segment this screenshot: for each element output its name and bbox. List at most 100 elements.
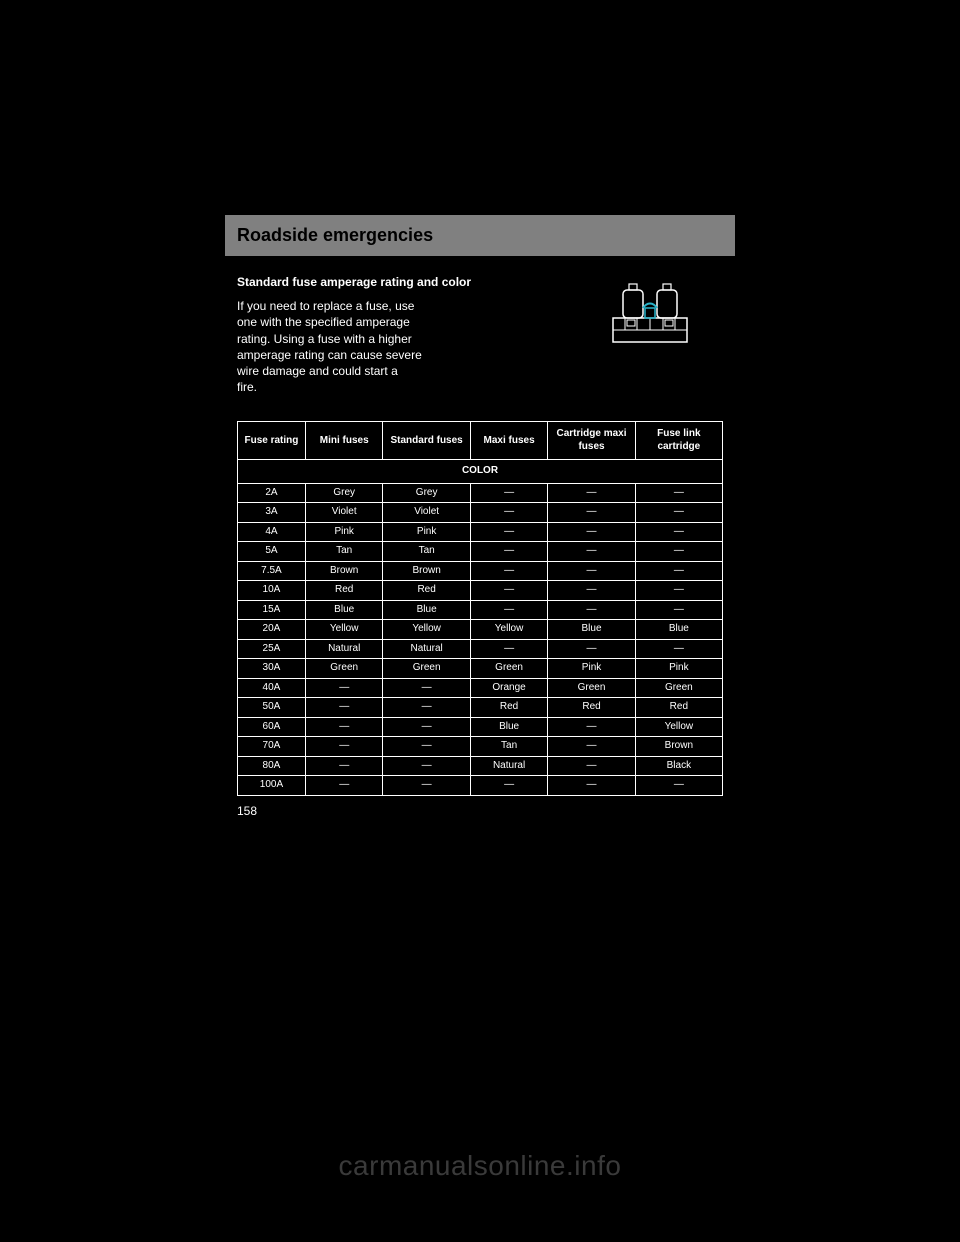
- table-cell: Blue: [305, 600, 383, 620]
- table-cell: —: [470, 600, 548, 620]
- col-header: Fuse link cartridge: [635, 422, 722, 460]
- table-cell: Blue: [548, 620, 635, 640]
- table-cell: Blue: [470, 717, 548, 737]
- table-cell: Pink: [305, 522, 383, 542]
- fuse-illustration: [605, 272, 695, 352]
- table-cell: 80A: [238, 756, 306, 776]
- table-cell: Tan: [383, 542, 470, 562]
- col-header: Fuse rating: [238, 422, 306, 460]
- table-cell: 30A: [238, 659, 306, 679]
- table-cell: —: [548, 561, 635, 581]
- table-cell: Red: [635, 698, 722, 718]
- col-header: Standard fuses: [383, 422, 470, 460]
- table-cell: Pink: [548, 659, 635, 679]
- table-row: 7.5ABrownBrown———: [238, 561, 723, 581]
- table-cell: Red: [548, 698, 635, 718]
- table-cell: 60A: [238, 717, 306, 737]
- table-cell: 10A: [238, 581, 306, 601]
- table-cell: Green: [470, 659, 548, 679]
- table-cell: —: [548, 737, 635, 757]
- table-cell: —: [383, 776, 470, 796]
- table-cell: Pink: [383, 522, 470, 542]
- table-cell: 20A: [238, 620, 306, 640]
- table-cell: —: [470, 639, 548, 659]
- table-cell: Red: [470, 698, 548, 718]
- col-header: Mini fuses: [305, 422, 383, 460]
- table-head: Fuse rating Mini fuses Standard fuses Ma…: [238, 422, 723, 460]
- table-cell: Brown: [635, 737, 722, 757]
- table-cell: —: [305, 717, 383, 737]
- table-cell: Yellow: [470, 620, 548, 640]
- table-cell: Orange: [470, 678, 548, 698]
- table-cell: —: [635, 503, 722, 523]
- table-cell: —: [635, 776, 722, 796]
- table-cell: Brown: [305, 561, 383, 581]
- table-cell: —: [383, 678, 470, 698]
- table-cell: —: [635, 561, 722, 581]
- table-row: 80A——Natural—Black: [238, 756, 723, 776]
- table-cell: —: [305, 698, 383, 718]
- intro-paragraph: If you need to replace a fuse, use one w…: [237, 298, 527, 395]
- table-cell: 40A: [238, 678, 306, 698]
- intro-line: If you need to replace a fuse, use: [237, 299, 414, 313]
- table-cell: —: [635, 581, 722, 601]
- table-cell: —: [383, 737, 470, 757]
- table-cell: Green: [548, 678, 635, 698]
- table-cell: Violet: [305, 503, 383, 523]
- table-cell: —: [470, 503, 548, 523]
- table-cell: —: [548, 483, 635, 503]
- table-cell: Black: [635, 756, 722, 776]
- table-row: 25ANaturalNatural———: [238, 639, 723, 659]
- table-cell: Pink: [635, 659, 722, 679]
- table-row: 30AGreenGreenGreenPinkPink: [238, 659, 723, 679]
- section-header: Roadside emergencies: [225, 215, 735, 256]
- table-cell: —: [548, 542, 635, 562]
- table-row: 10ARedRed———: [238, 581, 723, 601]
- table-row: 5ATanTan———: [238, 542, 723, 562]
- table-row: 40A——OrangeGreenGreen: [238, 678, 723, 698]
- intro-line: fire.: [237, 380, 257, 394]
- table-cell: —: [635, 522, 722, 542]
- intro-line: wire damage and could start a: [237, 364, 398, 378]
- table-cell: —: [305, 756, 383, 776]
- table-cell: 7.5A: [238, 561, 306, 581]
- table-cell: Natural: [305, 639, 383, 659]
- table-cell: 4A: [238, 522, 306, 542]
- table-cell: Grey: [383, 483, 470, 503]
- table-cell: —: [548, 639, 635, 659]
- table-cell: 3A: [238, 503, 306, 523]
- table-cell: —: [548, 756, 635, 776]
- table-cell: —: [635, 600, 722, 620]
- table-cell: Violet: [383, 503, 470, 523]
- table-header-row: Fuse rating Mini fuses Standard fuses Ma…: [238, 422, 723, 460]
- table-cell: —: [383, 717, 470, 737]
- fuse-color-table: COLOR Fuse rating Mini fuses Standard fu…: [237, 421, 723, 796]
- table-cell: —: [470, 483, 548, 503]
- table-cell: 25A: [238, 639, 306, 659]
- table-title: COLOR: [238, 460, 723, 484]
- table-body: 2AGreyGrey———3AVioletViolet———4APinkPink…: [238, 483, 723, 795]
- table-cell: 50A: [238, 698, 306, 718]
- page-body: Standard fuse amperage rating and color …: [225, 256, 735, 796]
- table-cell: —: [305, 737, 383, 757]
- table-title-row: COLOR: [238, 460, 723, 484]
- intro-line: one with the specified amperage: [237, 315, 410, 329]
- table-cell: —: [548, 503, 635, 523]
- table-cell: —: [470, 542, 548, 562]
- col-header: Maxi fuses: [470, 422, 548, 460]
- table-cell: 2A: [238, 483, 306, 503]
- watermark-text: carmanualsonline.info: [0, 1150, 960, 1182]
- table-cell: —: [548, 600, 635, 620]
- table-cell: —: [548, 717, 635, 737]
- table-row: 2AGreyGrey———: [238, 483, 723, 503]
- table-cell: —: [548, 776, 635, 796]
- page-number: 158: [237, 804, 257, 818]
- table-cell: Green: [383, 659, 470, 679]
- table-cell: Green: [635, 678, 722, 698]
- table-cell: Natural: [470, 756, 548, 776]
- table-cell: Green: [305, 659, 383, 679]
- table-cell: Blue: [635, 620, 722, 640]
- table-cell: —: [470, 522, 548, 542]
- table-cell: Red: [383, 581, 470, 601]
- table-cell: Brown: [383, 561, 470, 581]
